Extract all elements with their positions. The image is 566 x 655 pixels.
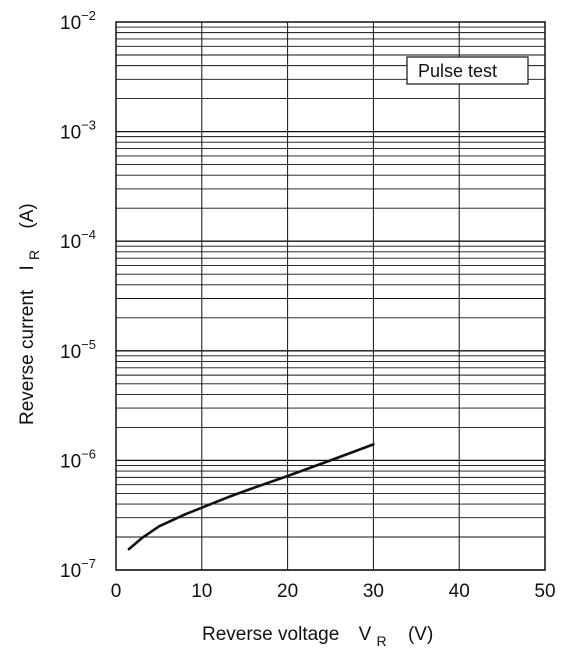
y-axis-label-main: Reverse current [17, 289, 38, 425]
y-tick-label: 10−6 [60, 446, 96, 472]
x-axis-label-unit: (V) [408, 624, 433, 645]
x-tick-labels: 0 10 20 30 40 50 [111, 581, 556, 602]
x-tick-label: 10 [191, 581, 212, 602]
y-tick-exponent: −4 [81, 227, 96, 242]
y-tick-label: 10−2 [60, 8, 96, 34]
y-tick-base: 10 [60, 342, 81, 363]
y-tick-base: 10 [60, 561, 81, 582]
x-axis-label: Reverse voltage V R (V) [202, 624, 433, 651]
y-tick-exponent: −3 [81, 118, 96, 133]
y-tick-label: 10−4 [60, 227, 96, 253]
x-tick-label: 30 [363, 581, 384, 602]
y-tick-exponent: −2 [81, 8, 96, 23]
y-tick-base: 10 [60, 13, 81, 34]
y-tick-base: 10 [60, 232, 81, 253]
plot-frame [115, 21, 546, 571]
y-tick-labels: 10−710−610−510−410−310−2 [60, 8, 96, 582]
y-axis-label-symbol: I [17, 265, 38, 270]
annotation-text: Pulse test [418, 61, 497, 81]
y-axis-label-unit: (A) [17, 203, 38, 228]
grid [115, 22, 546, 571]
reverse-current-curve [127, 443, 375, 551]
y-axis-label: Reverse current I R (A) [17, 203, 44, 425]
y-tick-exponent: −7 [81, 556, 96, 571]
series-layer [127, 443, 375, 551]
y-tick-exponent: −6 [81, 446, 96, 461]
pulse-test-annotation: Pulse test [406, 56, 529, 85]
y-tick-base: 10 [60, 123, 81, 144]
y-tick-label: 10−7 [60, 556, 96, 582]
annotation-box [406, 56, 529, 85]
y-tick-base: 10 [60, 451, 81, 472]
x-tick-label: 20 [277, 581, 298, 602]
x-tick-label: 50 [534, 581, 555, 602]
y-tick-exponent: −5 [81, 337, 96, 352]
x-tick-label: 40 [449, 581, 470, 602]
y-axis-label-subscript: R [26, 250, 42, 260]
x-axis-label-main: Reverse voltage [202, 624, 339, 645]
x-axis-label-symbol: V [359, 624, 372, 645]
x-tick-label: 0 [111, 581, 122, 602]
y-tick-label: 10−3 [60, 118, 96, 144]
y-tick-label: 10−5 [60, 337, 96, 363]
x-axis-label-subscript: R [377, 633, 387, 649]
